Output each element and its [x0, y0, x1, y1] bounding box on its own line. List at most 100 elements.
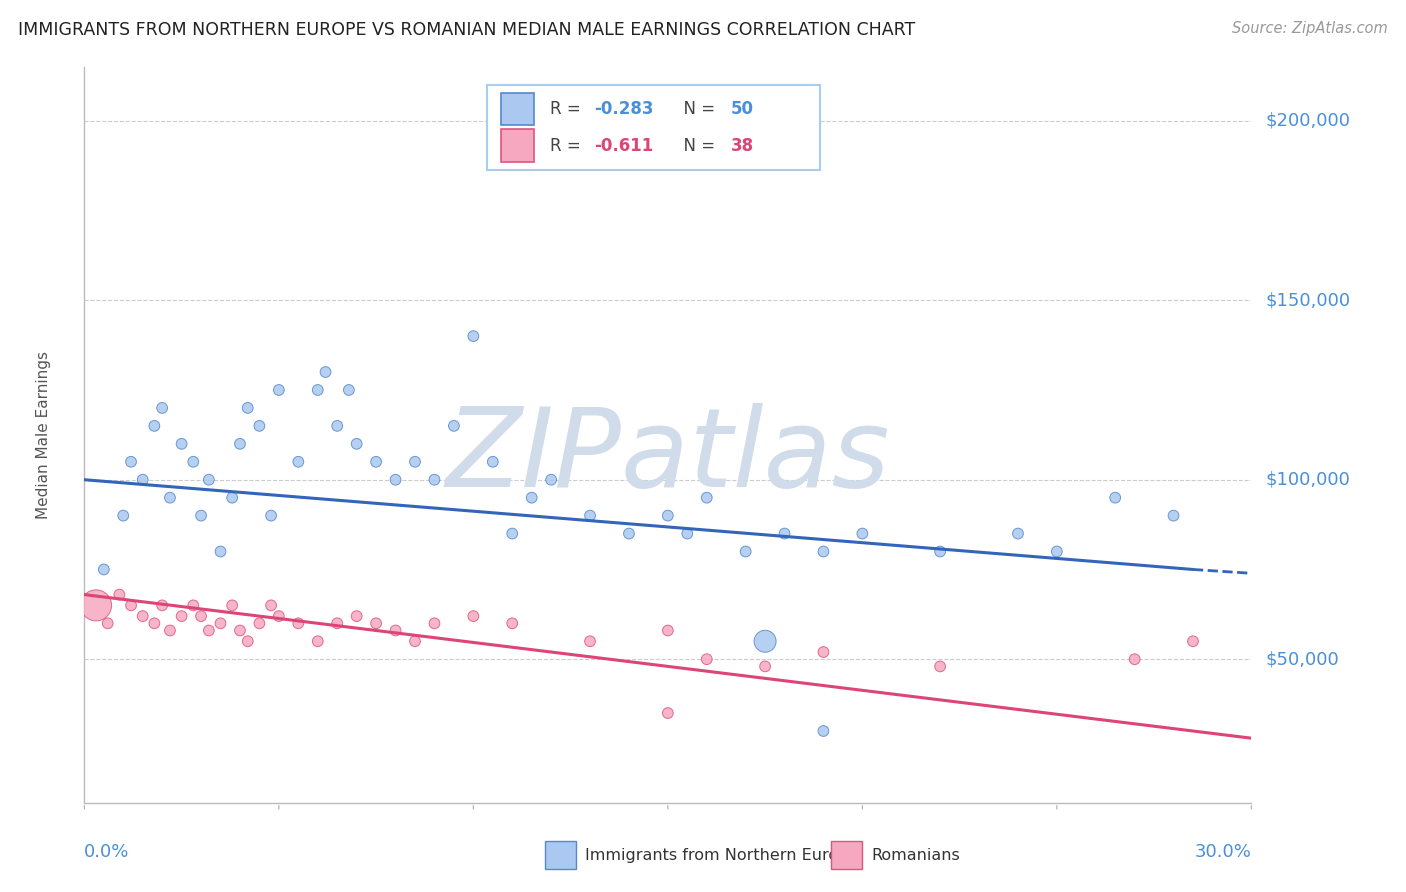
Point: [287, 616, 309, 631]
Text: -0.611: -0.611: [595, 136, 654, 154]
Text: 50: 50: [731, 100, 754, 118]
Point: [423, 616, 446, 631]
Point: [229, 437, 252, 451]
FancyBboxPatch shape: [546, 841, 575, 869]
Point: [1181, 634, 1204, 648]
Point: [198, 624, 221, 638]
Point: [132, 473, 155, 487]
Point: [1007, 526, 1029, 541]
Text: IMMIGRANTS FROM NORTHERN EUROPE VS ROMANIAN MEDIAN MALE EARNINGS CORRELATION CHA: IMMIGRANTS FROM NORTHERN EUROPE VS ROMAN…: [18, 21, 915, 38]
Point: [315, 365, 337, 379]
Point: [221, 491, 243, 505]
Point: [734, 544, 756, 558]
Point: [1104, 491, 1126, 505]
Point: [754, 634, 776, 648]
Text: 30.0%: 30.0%: [1195, 843, 1251, 862]
Text: R =: R =: [550, 136, 586, 154]
Point: [463, 609, 485, 624]
Point: [384, 624, 406, 638]
Point: [120, 455, 142, 469]
Point: [150, 599, 173, 613]
Point: [579, 508, 602, 523]
Point: [150, 401, 173, 415]
Point: [159, 491, 181, 505]
Text: Immigrants from Northern Europe: Immigrants from Northern Europe: [585, 847, 858, 863]
Point: [463, 329, 485, 343]
Point: [181, 455, 204, 469]
Point: [346, 437, 368, 451]
Point: [384, 473, 406, 487]
Text: Romanians: Romanians: [870, 847, 960, 863]
Text: Median Male Earnings: Median Male Earnings: [37, 351, 51, 519]
Text: $100,000: $100,000: [1265, 471, 1350, 489]
Point: [657, 508, 679, 523]
Point: [337, 383, 360, 397]
Point: [249, 418, 271, 433]
Point: [159, 624, 181, 638]
Text: $50,000: $50,000: [1265, 650, 1339, 668]
Point: [520, 491, 543, 505]
Point: [404, 634, 426, 648]
Point: [84, 599, 107, 613]
Point: [249, 616, 271, 631]
Point: [170, 437, 193, 451]
Point: [657, 624, 679, 638]
Point: [929, 659, 952, 673]
Point: [97, 616, 120, 631]
Point: [1046, 544, 1069, 558]
Point: [307, 634, 329, 648]
Point: [617, 526, 640, 541]
Point: [696, 491, 718, 505]
Point: [260, 599, 283, 613]
Point: [143, 418, 166, 433]
Point: [851, 526, 873, 541]
Point: [120, 599, 142, 613]
Point: [366, 616, 388, 631]
Text: $150,000: $150,000: [1265, 291, 1350, 310]
Point: [267, 609, 290, 624]
FancyBboxPatch shape: [831, 841, 862, 869]
Text: $200,000: $200,000: [1265, 112, 1350, 129]
Point: [443, 418, 465, 433]
Point: [132, 609, 155, 624]
Point: [501, 616, 523, 631]
Point: [287, 455, 309, 469]
Text: R =: R =: [550, 100, 586, 118]
Point: [112, 508, 135, 523]
Text: -0.283: -0.283: [595, 100, 654, 118]
Point: [326, 616, 349, 631]
Point: [260, 508, 283, 523]
Point: [813, 544, 835, 558]
Point: [229, 624, 252, 638]
Point: [143, 616, 166, 631]
Point: [93, 562, 115, 576]
Text: Source: ZipAtlas.com: Source: ZipAtlas.com: [1232, 21, 1388, 36]
Point: [366, 455, 388, 469]
Point: [754, 659, 776, 673]
Point: [929, 544, 952, 558]
Point: [236, 401, 259, 415]
FancyBboxPatch shape: [501, 129, 534, 161]
Text: N =: N =: [672, 100, 720, 118]
Point: [170, 609, 193, 624]
FancyBboxPatch shape: [486, 86, 820, 170]
Point: [267, 383, 290, 397]
Point: [404, 455, 426, 469]
Point: [209, 616, 232, 631]
Point: [1123, 652, 1146, 666]
Point: [108, 588, 131, 602]
Text: N =: N =: [672, 136, 720, 154]
Point: [307, 383, 329, 397]
Text: ZIPatlas: ZIPatlas: [446, 403, 890, 510]
Point: [579, 634, 602, 648]
Point: [190, 508, 212, 523]
Point: [813, 645, 835, 659]
Point: [1163, 508, 1185, 523]
Point: [813, 724, 835, 739]
Point: [482, 455, 505, 469]
Point: [221, 599, 243, 613]
Point: [346, 609, 368, 624]
Point: [773, 526, 796, 541]
Point: [423, 473, 446, 487]
Point: [657, 706, 679, 720]
